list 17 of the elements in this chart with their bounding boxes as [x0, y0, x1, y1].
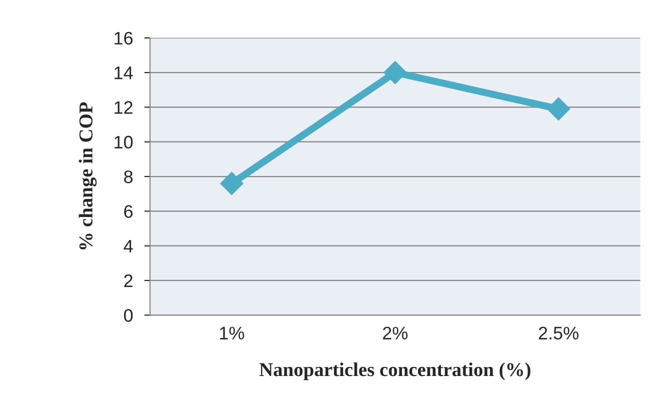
x-tick-label: 2% [382, 326, 408, 340]
point [220, 172, 244, 195]
x-axis-title: Nanoparticles concentration (%) [259, 362, 530, 380]
y-tick-label: 6 [124, 205, 133, 218]
point [384, 61, 407, 84]
y-tick-label: 0 [124, 309, 133, 322]
y-tick-label: 2 [124, 274, 132, 288]
point [547, 97, 570, 120]
y-tick-label: 12 [114, 101, 132, 114]
y-tick-label: 10 [114, 136, 133, 149]
y-tick-label: 16 [114, 32, 133, 45]
y-tick-label: 14 [114, 66, 133, 80]
x-tick-label: 1% [220, 326, 244, 340]
x-tick-label: 2.5% [538, 326, 578, 340]
y-tick-label: 4 [124, 240, 133, 252]
y-axis-title: % change in COP [78, 102, 97, 250]
y-tick-label: 8 [124, 170, 133, 184]
